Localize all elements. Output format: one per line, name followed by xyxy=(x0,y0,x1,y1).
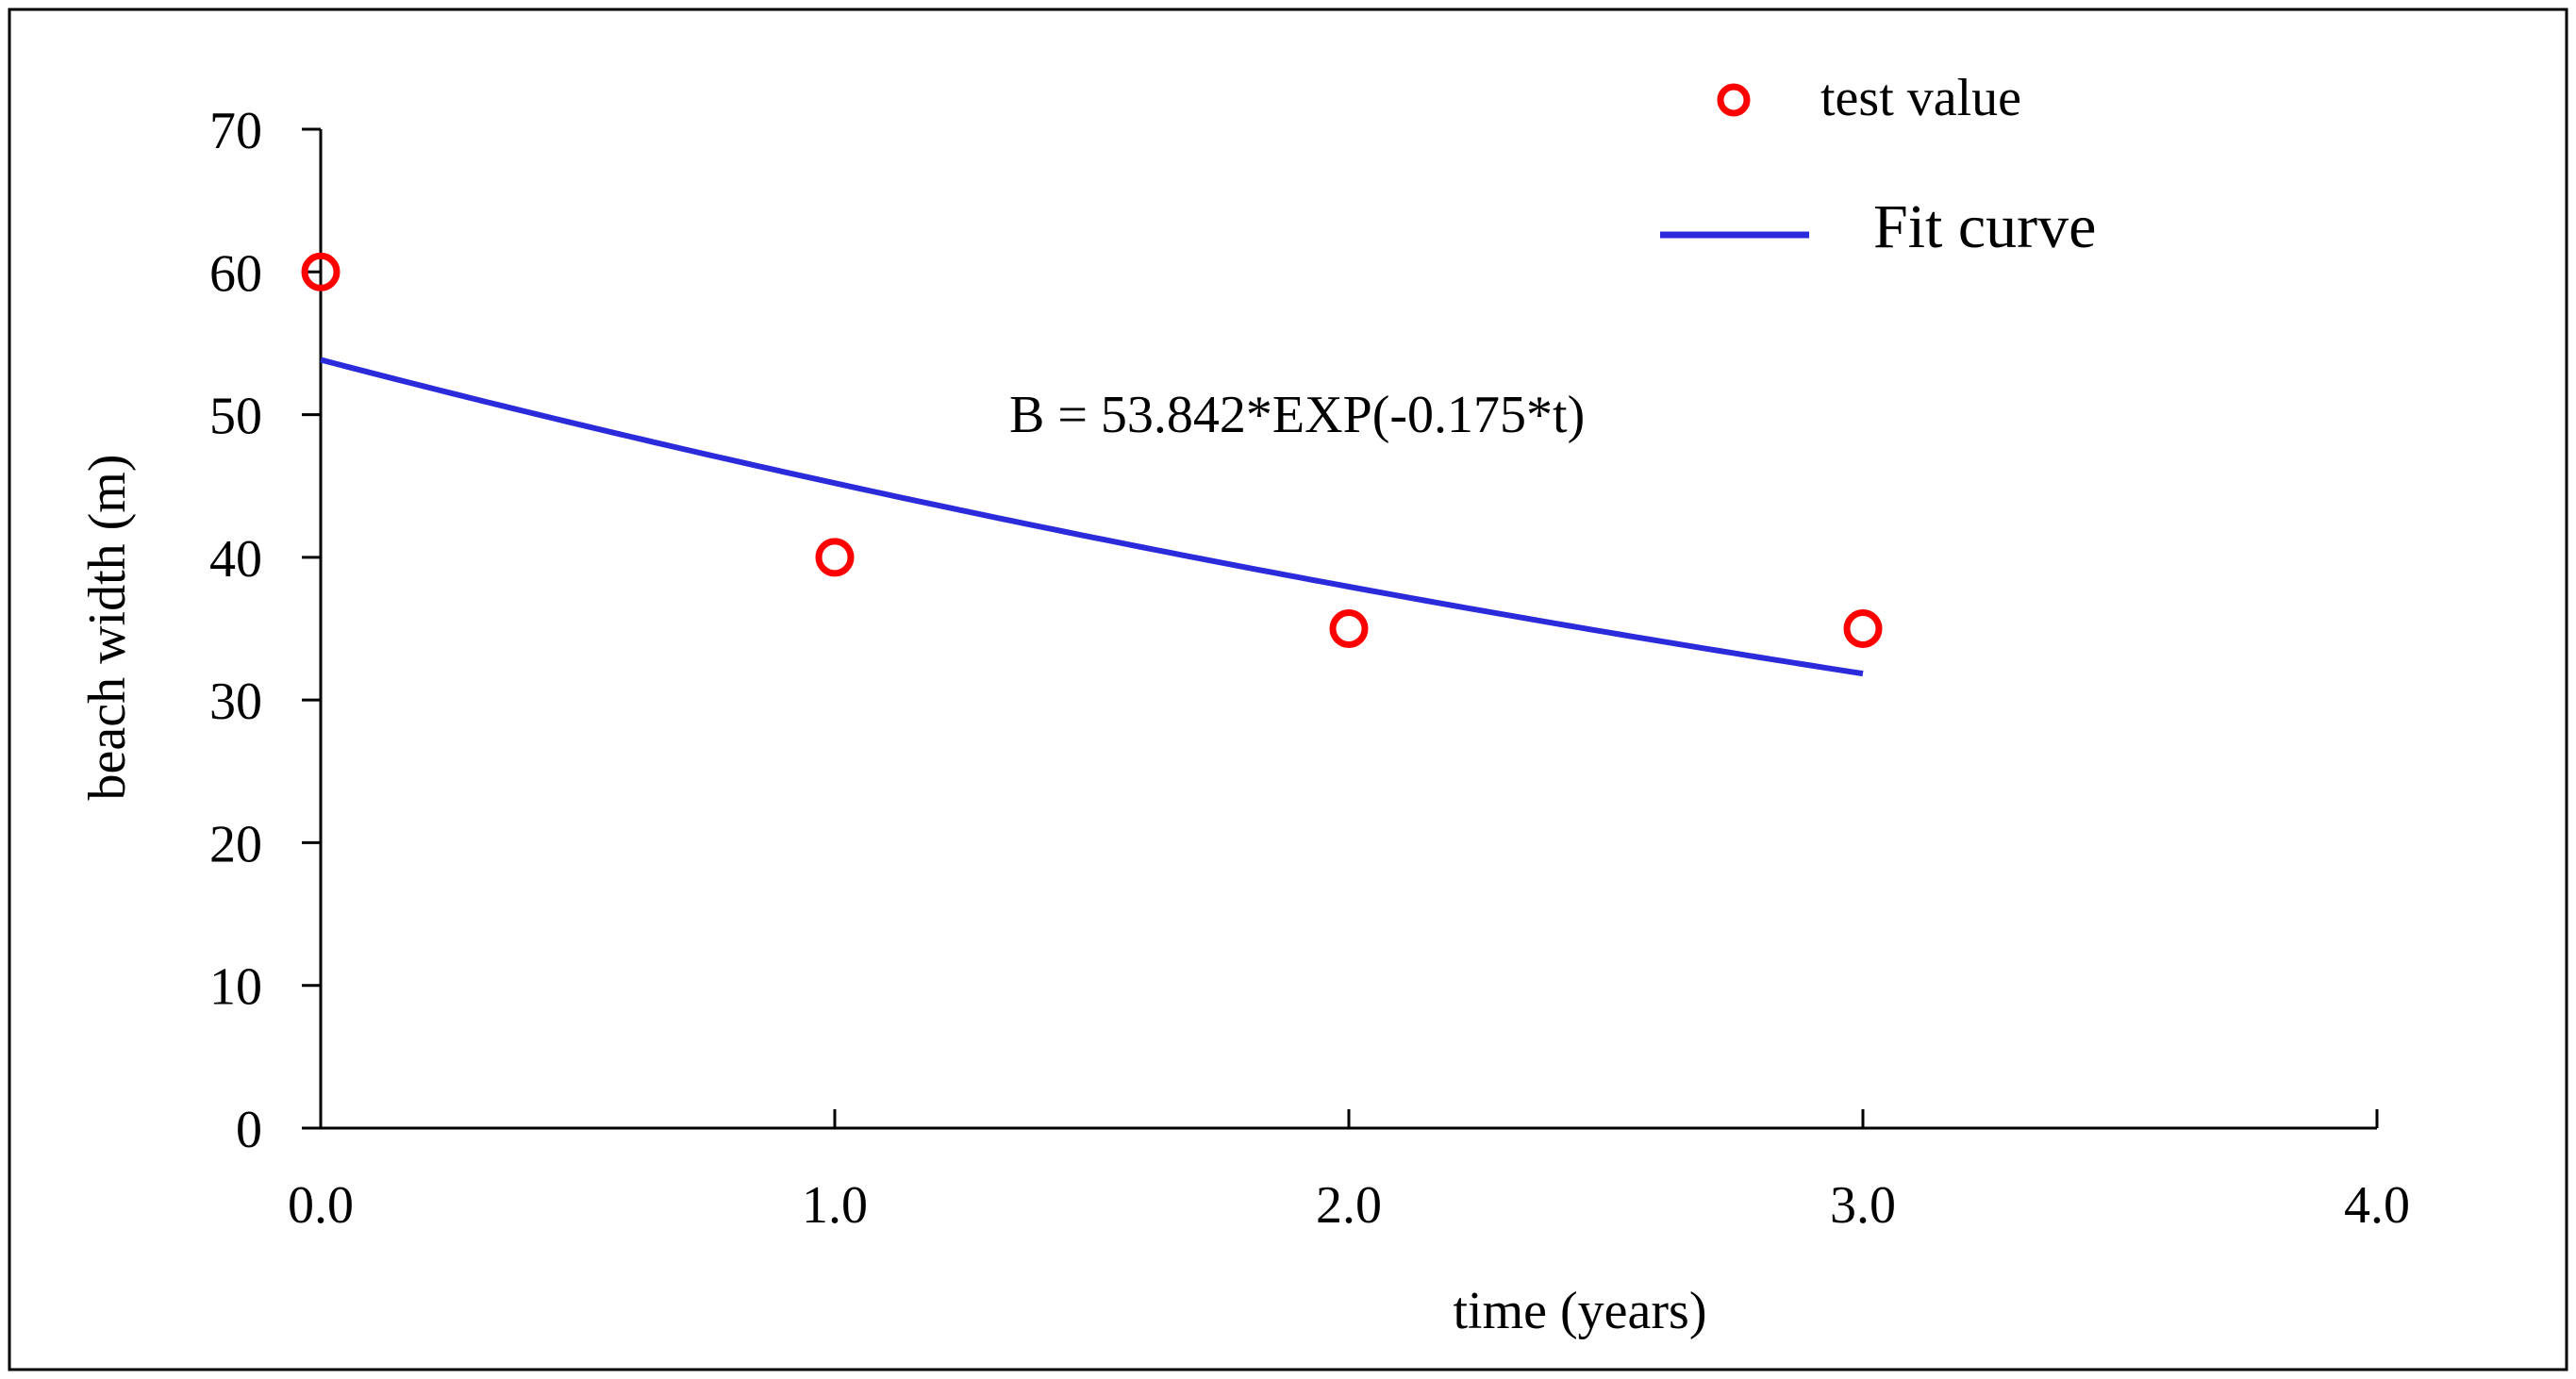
y-tick-label: 30 xyxy=(209,673,262,731)
y-tick-label: 50 xyxy=(209,388,262,446)
y-tick-label: 20 xyxy=(209,815,262,873)
test-value-points xyxy=(301,252,1883,648)
chart-frame xyxy=(8,8,2568,1371)
y-tick-label: 40 xyxy=(209,530,262,589)
legend-label-test-value: test value xyxy=(1820,69,2021,127)
y-tick-label: 60 xyxy=(209,244,262,303)
test-value-point xyxy=(815,538,855,577)
x-axis-ticks: 0.0 1.0 2.0 3.0 4.0 xyxy=(288,1109,2410,1235)
x-tick-label: 1.0 xyxy=(802,1176,868,1235)
x-axis-title: time (years) xyxy=(1454,1282,1707,1340)
fit-equation: B = 53.842*EXP(-0.175*t) xyxy=(1009,386,1585,444)
y-tick-label: 10 xyxy=(209,958,262,1017)
y-tick-label: 70 xyxy=(209,102,262,160)
y-axis-title: beach width (m) xyxy=(78,455,137,801)
legend-marker-test-value xyxy=(1717,83,1751,117)
test-value-point xyxy=(1843,609,1883,648)
legend-label-fit-curve: Fit curve xyxy=(1873,192,2096,261)
x-tick-label: 2.0 xyxy=(1316,1176,1382,1235)
y-tick-label: 0 xyxy=(236,1101,262,1159)
test-value-point xyxy=(301,252,341,291)
y-axis-ticks: 0 10 20 30 40 50 60 70 xyxy=(209,102,321,1159)
x-tick-label: 4.0 xyxy=(2344,1176,2410,1235)
x-tick-label: 3.0 xyxy=(1830,1176,1896,1235)
fit-curve-line xyxy=(320,357,1864,677)
legend: test value Fit curve xyxy=(1660,69,2096,261)
x-tick-label: 0.0 xyxy=(288,1176,354,1235)
test-value-point xyxy=(1329,609,1369,648)
